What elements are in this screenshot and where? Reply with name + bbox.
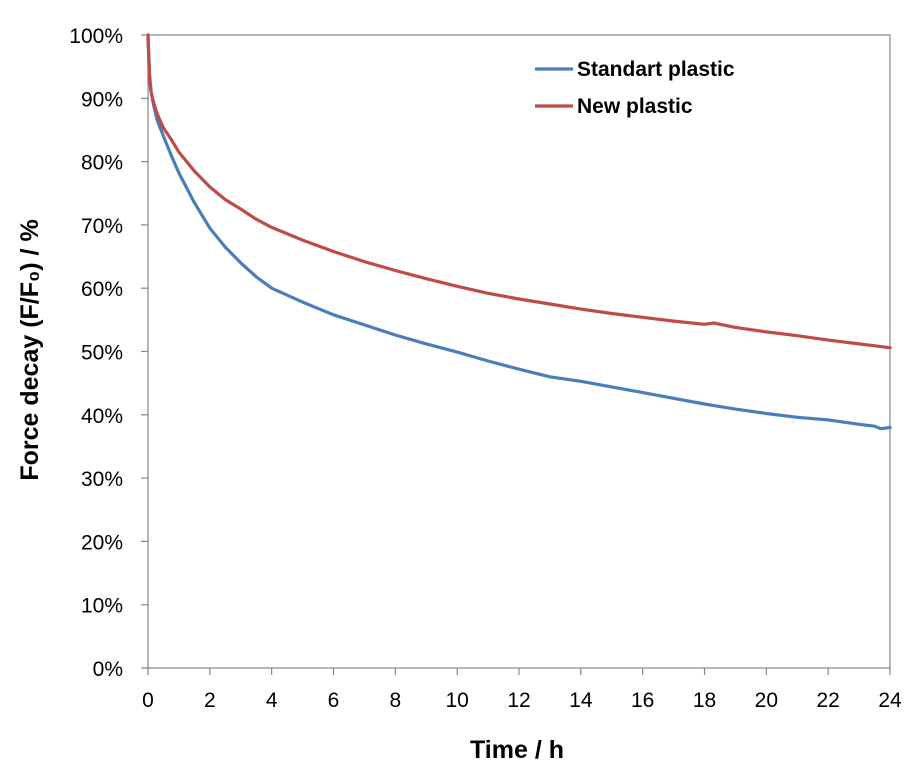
x-tick-label: 6 — [328, 689, 340, 712]
y-tick-label: 40% — [81, 405, 123, 428]
y-axis-ticks: 0% 10% 20% 30% 40% 50% 60% 70% 80% 90% 100% — [69, 25, 148, 681]
x-tick-label: 22 — [816, 689, 839, 712]
plot-frame — [147, 34, 891, 669]
x-tick-label: 24 — [878, 689, 902, 712]
series-line-new-plastic — [146, 33, 892, 350]
x-tick-label: 18 — [693, 689, 716, 712]
legend-label: Standart plastic — [577, 58, 735, 81]
series-line-standart-plastic — [146, 33, 892, 431]
legend-label: New plastic — [577, 95, 693, 118]
legend: Standart plastic New plastic — [535, 58, 735, 118]
y-axis-title: Force decay (F/F₀) / % — [16, 219, 44, 480]
y-tick-label: 60% — [81, 278, 123, 301]
series-layer — [146, 33, 892, 431]
y-tick-label: 0% — [93, 658, 123, 681]
x-axis-title: Time / h — [470, 736, 564, 764]
x-tick-label: 16 — [631, 689, 654, 712]
plot-area — [147, 34, 891, 669]
y-tick-label: 10% — [81, 595, 123, 618]
x-tick-label: 12 — [507, 689, 530, 712]
x-tick-label: 10 — [445, 689, 468, 712]
y-tick-label: 30% — [81, 468, 123, 491]
x-tick-label: 14 — [569, 689, 593, 712]
x-tick-label: 0 — [142, 689, 154, 712]
x-tick-label: 4 — [266, 689, 278, 712]
y-tick-label: 20% — [81, 531, 123, 554]
x-tick-label: 2 — [204, 689, 216, 712]
y-tick-label: 70% — [81, 215, 123, 238]
y-tick-label: 80% — [81, 152, 123, 175]
x-tick-label: 8 — [389, 689, 401, 712]
x-tick-label: 20 — [755, 689, 778, 712]
y-tick-label: 50% — [81, 342, 123, 365]
x-axis-ticks: 0 2 4 6 8 10 12 14 16 18 20 22 24 — [142, 668, 902, 712]
y-tick-label: 100% — [69, 25, 123, 48]
y-tick-label: 90% — [81, 88, 123, 111]
